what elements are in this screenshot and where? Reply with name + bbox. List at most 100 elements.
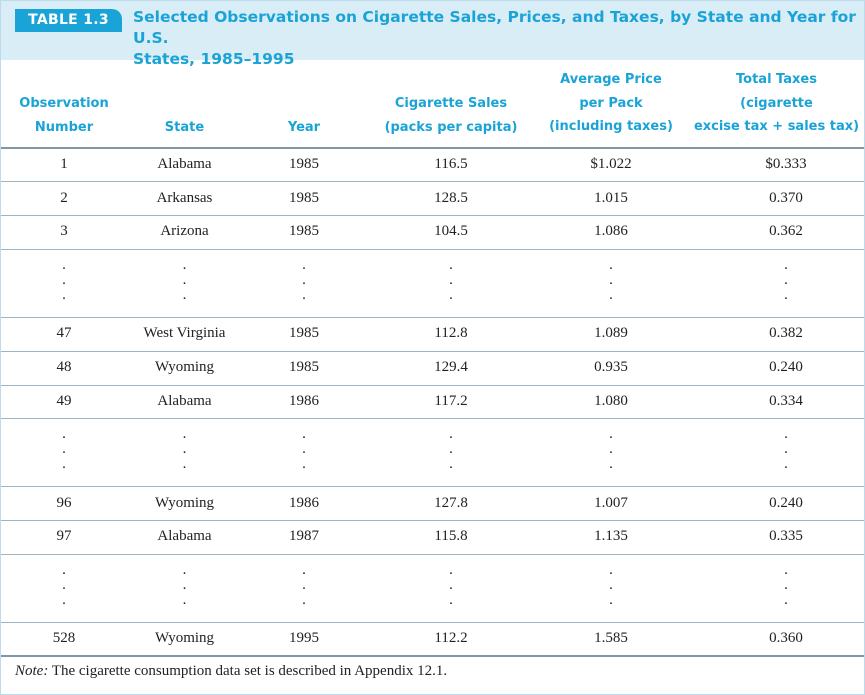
vertical-ellipsis: . . . xyxy=(449,562,453,608)
row-divider xyxy=(1,215,864,216)
vertical-ellipsis: . . . xyxy=(609,257,613,303)
cell-price: 0.935 xyxy=(594,359,628,375)
header-year: Year xyxy=(287,120,321,135)
vertical-ellipsis: . . . xyxy=(609,426,613,472)
table-title-line-2: States, 1985–1995 xyxy=(133,50,295,68)
row-divider xyxy=(1,249,864,250)
table-note: Note: The cigarette consumption data set… xyxy=(15,663,447,680)
cell-year: 1995 xyxy=(289,630,319,646)
cell-observation: 2 xyxy=(60,190,68,206)
cell-year: 1987 xyxy=(289,528,319,544)
header-average-price: Average Price per Pack (including taxes) xyxy=(541,68,681,139)
footer-rule xyxy=(1,655,864,657)
cell-price: 1.089 xyxy=(594,325,628,341)
note-text: The cigarette consumption data set is de… xyxy=(48,663,448,679)
cell-year: 1985 xyxy=(289,359,319,375)
cell-price: 1.135 xyxy=(594,528,628,544)
row-divider xyxy=(1,385,864,386)
cell-year: 1986 xyxy=(289,393,319,409)
cell-state: West Virginia xyxy=(143,325,226,341)
vertical-ellipsis: . . . xyxy=(784,562,788,608)
vertical-ellipsis: . . . xyxy=(182,426,187,472)
vertical-ellipsis: . . . xyxy=(62,562,66,608)
cell-state: Arizona xyxy=(160,223,209,239)
vertical-ellipsis: . . . xyxy=(302,426,306,472)
cell-price: $1.022 xyxy=(590,156,632,172)
cell-price: 1.585 xyxy=(594,630,628,646)
header-price-line-3: (including taxes) xyxy=(549,119,673,134)
row-divider xyxy=(1,181,864,182)
table-label: TABLE 1.3 xyxy=(15,9,122,32)
header-sales-line-1: Cigarette Sales xyxy=(394,96,508,111)
cell-observation: 47 xyxy=(56,325,72,341)
cell-state: Wyoming xyxy=(154,495,215,511)
cell-year: 1985 xyxy=(289,223,319,239)
vertical-ellipsis: . . . xyxy=(784,426,788,472)
cell-sales: 127.8 xyxy=(434,495,468,511)
cell-state: Arkansas xyxy=(156,190,213,206)
header-price-line-1: Average Price xyxy=(560,72,662,87)
header-sales-line-2: (packs per capita) xyxy=(384,119,518,135)
cell-observation: 1 xyxy=(60,156,68,172)
cell-taxes: 0.335 xyxy=(769,528,803,544)
cell-price: 1.086 xyxy=(594,223,628,239)
cell-year: 1986 xyxy=(289,495,319,511)
row-divider xyxy=(1,622,864,623)
cell-sales: 128.5 xyxy=(434,190,468,206)
header-price-line-2: per Pack xyxy=(579,95,643,111)
cell-year: 1985 xyxy=(289,325,319,341)
cell-taxes: 0.382 xyxy=(769,325,803,341)
cell-state: Alabama xyxy=(157,156,212,172)
cell-taxes: $0.333 xyxy=(765,156,807,172)
cell-observation: 3 xyxy=(60,223,68,239)
header-observation-number: Observation Number xyxy=(1,92,127,139)
cell-year: 1985 xyxy=(289,156,319,172)
cell-state: Wyoming xyxy=(154,359,215,375)
table-title: Selected Observations on Cigarette Sales… xyxy=(133,7,858,70)
cell-taxes: 0.360 xyxy=(769,630,803,646)
cell-state: Wyoming xyxy=(154,630,215,646)
note-label: Note: xyxy=(15,663,49,679)
header-state: State xyxy=(164,120,205,135)
header-taxes-line-2: (cigarette xyxy=(740,95,813,111)
cell-observation: 96 xyxy=(56,495,72,511)
cell-sales: 112.2 xyxy=(434,630,468,646)
table-caption: TABLE 1.3 Selected Observations on Cigar… xyxy=(1,1,864,68)
row-divider xyxy=(1,520,864,521)
cell-sales: 104.5 xyxy=(434,223,468,239)
cell-state: Alabama xyxy=(157,528,212,544)
cell-price: 1.015 xyxy=(594,190,628,206)
header-rule xyxy=(1,147,864,149)
row-divider xyxy=(1,351,864,352)
cell-sales: 112.8 xyxy=(434,325,468,341)
cell-taxes: 0.240 xyxy=(769,495,803,511)
vertical-ellipsis: . . . xyxy=(449,257,453,303)
row-divider xyxy=(1,317,864,318)
vertical-ellipsis: . . . xyxy=(449,426,453,472)
cell-sales: 129.4 xyxy=(434,359,468,375)
row-divider xyxy=(1,418,864,419)
cell-observation: 97 xyxy=(56,528,72,544)
row-divider xyxy=(1,554,864,555)
header-observation-line-2: Number xyxy=(34,119,94,135)
table-title-line-1: Selected Observations on Cigarette Sales… xyxy=(133,8,856,47)
header-cigarette-sales: Cigarette Sales (packs per capita) xyxy=(371,92,531,139)
cell-taxes: 0.362 xyxy=(769,223,803,239)
row-divider xyxy=(1,486,864,487)
cell-year: 1985 xyxy=(289,190,319,206)
header-taxes-line-3: excise tax + sales tax) xyxy=(693,119,860,134)
cell-observation: 528 xyxy=(52,630,76,646)
cell-price: 1.007 xyxy=(594,495,628,511)
vertical-ellipsis: . . . xyxy=(62,257,66,303)
cell-observation: 48 xyxy=(56,359,72,375)
vertical-ellipsis: . . . xyxy=(784,257,788,303)
vertical-ellipsis: . . . xyxy=(302,257,306,303)
cell-price: 1.080 xyxy=(594,393,628,409)
cell-taxes: 0.370 xyxy=(769,190,803,206)
cell-sales: 117.2 xyxy=(434,393,468,409)
header-taxes-line-1: Total Taxes xyxy=(736,72,817,87)
cell-sales: 116.5 xyxy=(434,156,468,172)
header-observation-line-1: Observation xyxy=(19,96,109,111)
vertical-ellipsis: . . . xyxy=(609,562,613,608)
